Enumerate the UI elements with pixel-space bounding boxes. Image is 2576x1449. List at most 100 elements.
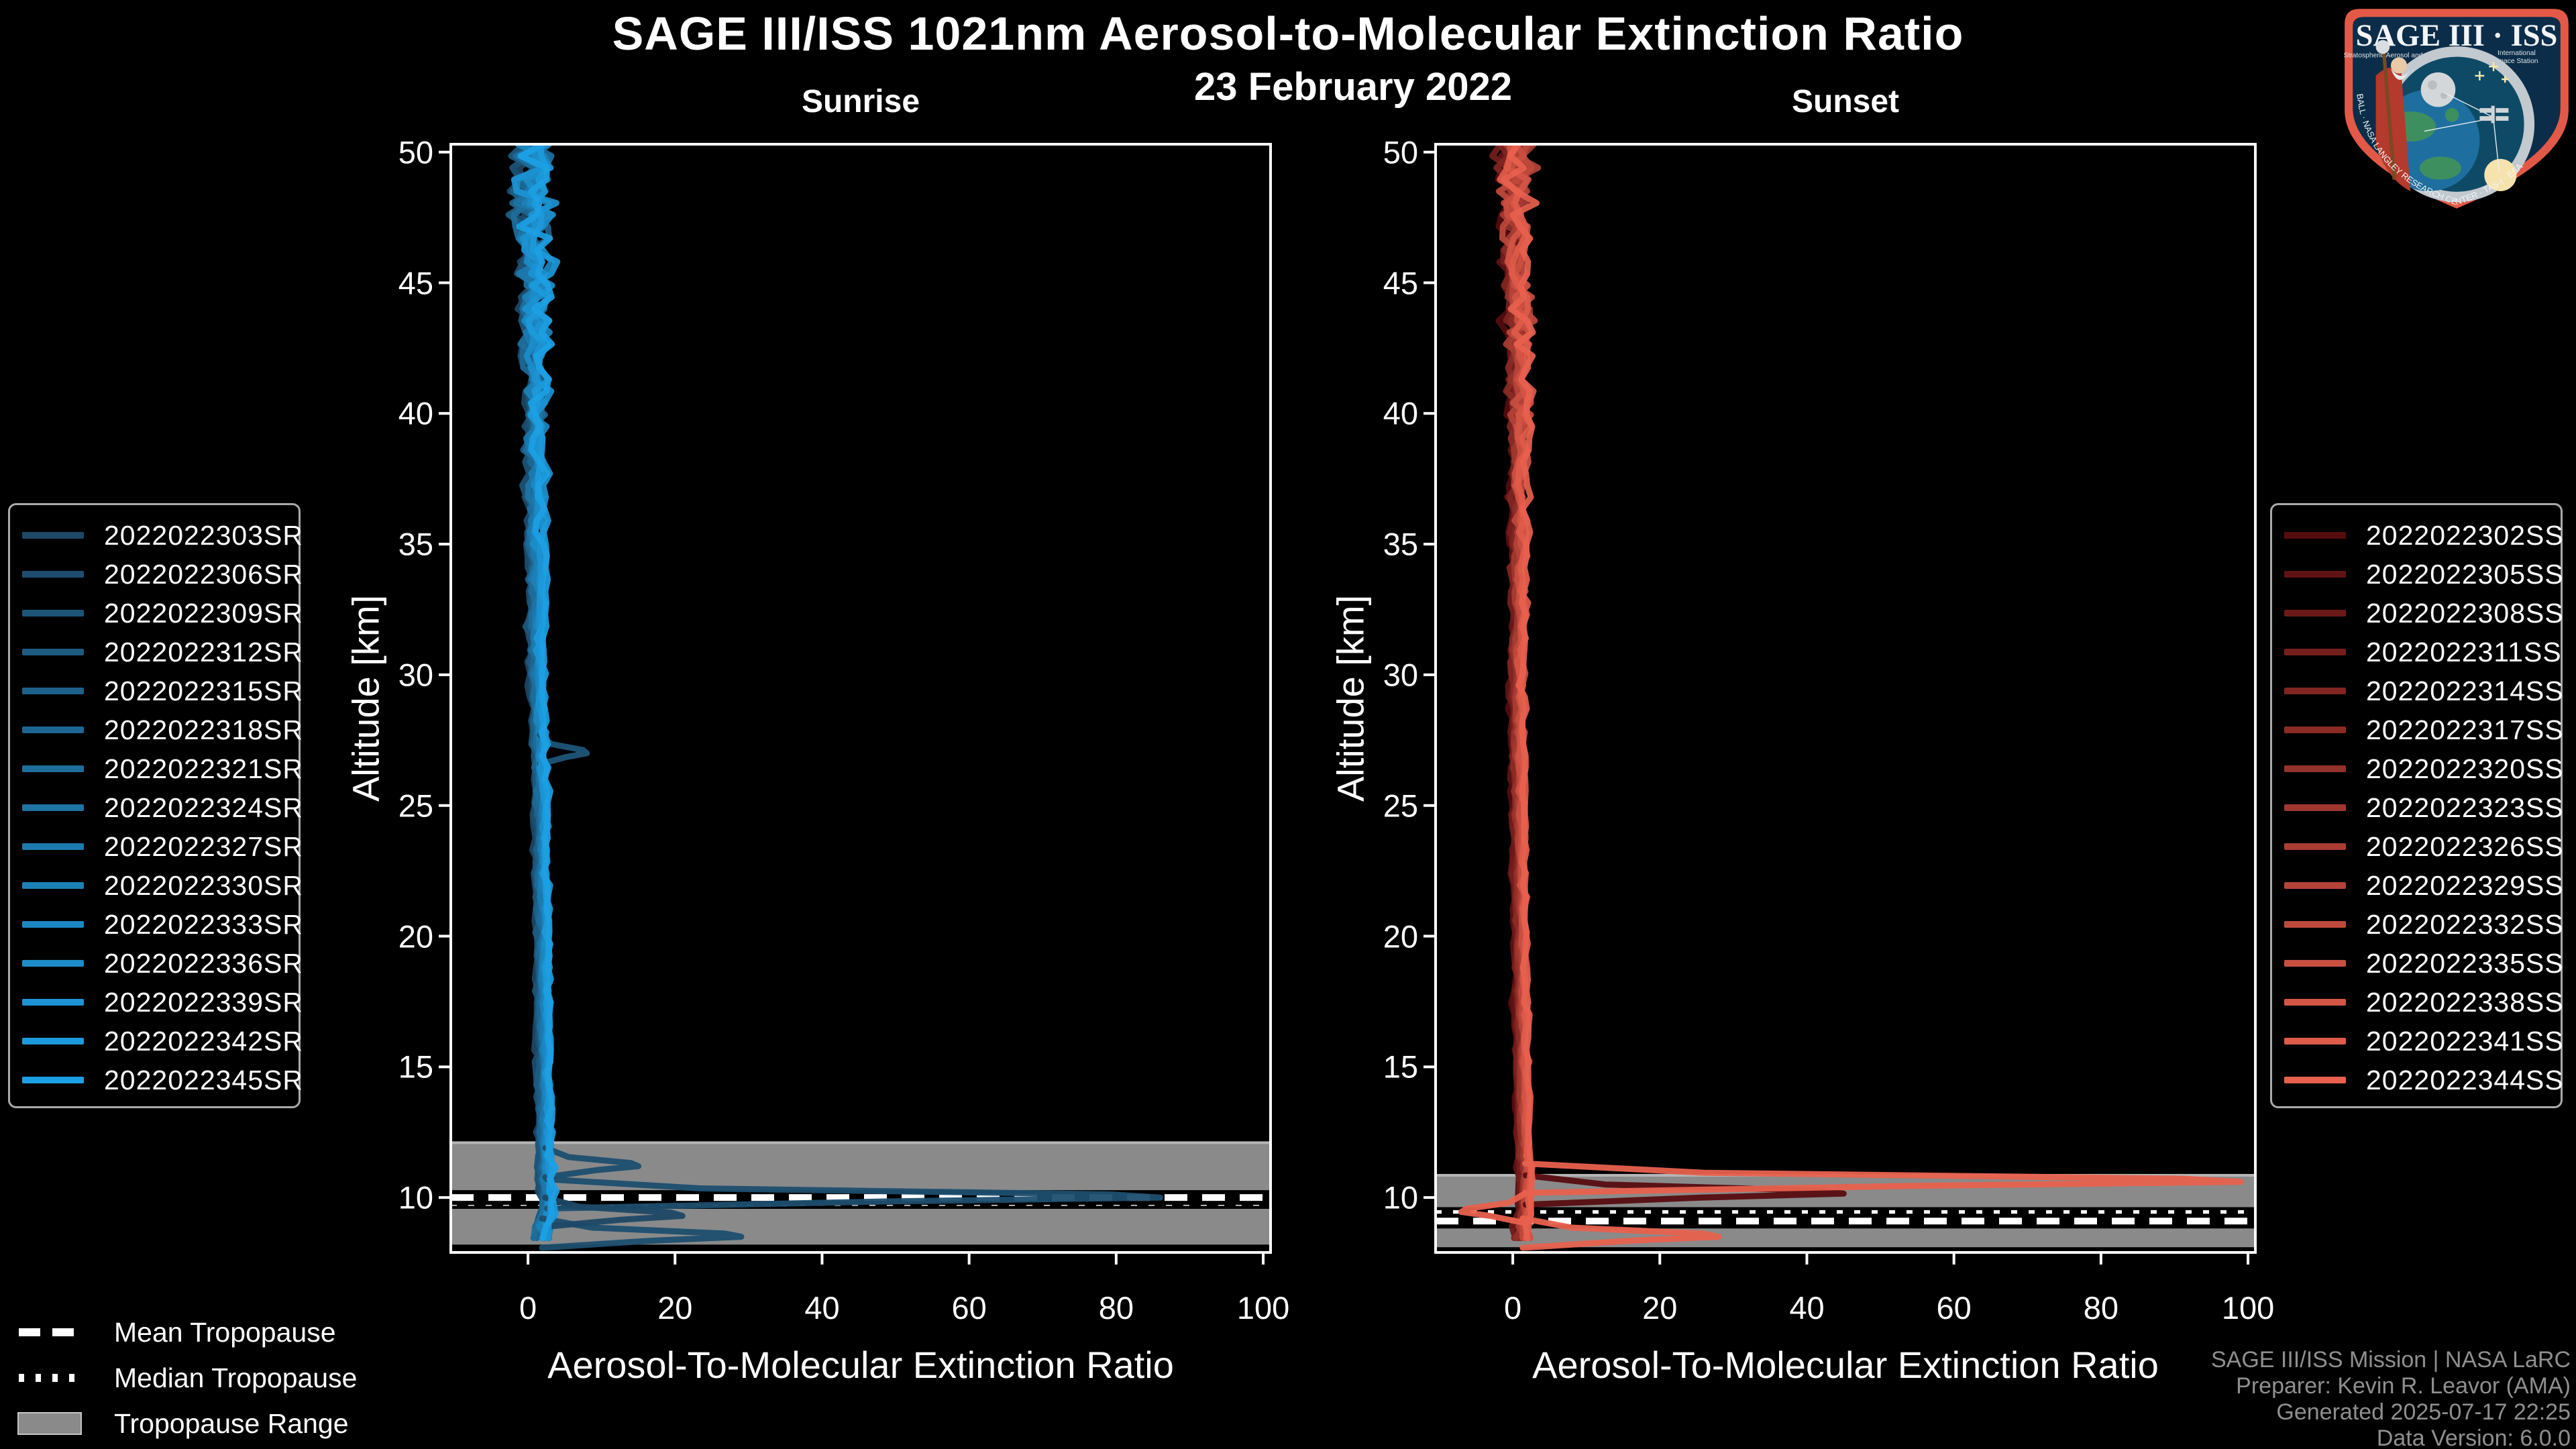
panel-title-sunset: Sunset [1791,84,1900,119]
sunrise-legend: 2022022303SR 2022022306SR 2022022309SR 2022… [8,503,303,1108]
legend-line-swatch [22,882,84,889]
legend-series-label: 2022022312SR [104,636,303,667]
sunset-plot [1424,143,2257,1265]
legend-line-swatch [22,571,84,578]
legend-item: 2022022327SR [22,827,303,866]
legend-line-swatch [22,688,84,694]
legend-series-label: 2022022302SS [2366,519,2564,551]
figure-date: 23 February 2022 [1194,65,1512,109]
footer-mission: SAGE III/ISS Mission | NASA LaRC [2210,1347,2571,1373]
legend-item: 2022022341SS [2284,1022,2564,1061]
sunrise-yaxis-label: Altitude [km] [344,594,387,802]
legend-line-swatch [2284,804,2346,811]
legend-series-label: 2022022311SS [2366,636,2562,667]
footer-attribution: SAGE III/ISS Mission | NASA LaRC Prepare… [2211,1347,2571,1449]
sunset-legend: 2022022302SS 2022022305SS 2022022308SS 2022… [2270,503,2563,1108]
footer-generated: Generated 2025-07-17 22:25 [2276,1399,2571,1426]
legend-line-swatch [2284,532,2346,539]
legend-line-swatch [22,727,84,733]
legend-series-label: 2022022306SR [104,558,303,590]
median-tropopause-label: Median Tropopause [114,1362,358,1393]
logo-stars [2475,62,2509,83]
legend-line-swatch [22,843,84,850]
logo-iss [2479,105,2509,123]
logo-moon [2420,72,2456,107]
legend-series-label: 2022022323SS [2366,792,2564,823]
sunrise-y-tick-label: 50 [398,134,433,170]
tropopause-range-patch-icon [17,1412,85,1435]
legend-line-swatch [2284,999,2346,1006]
sunrise-y-tick-label: 40 [398,395,433,431]
legend-series-label: 2022022314SS [2366,675,2564,706]
logo-subtitle-right1: International [2498,50,2536,57]
legend-line-swatch [22,804,84,811]
sunrise-x-tick-label: 80 [1098,1290,1134,1326]
legend-item: 2022022308SS [2284,594,2563,633]
legend-series-label: 2022022341SS [2366,1025,2564,1057]
sunrise-y-tick-label: 20 [398,918,433,955]
legend-item: 2022022323SS [2284,788,2564,827]
legend-item: 2022022335SS [2284,944,2563,983]
tropopause-range-label: Tropopause Range [114,1407,349,1439]
sunset-y-tick-label: 35 [1383,526,1418,562]
logo-subtitle-left: Stratospheric Aerosol and Gas Experiment… [2343,52,2481,59]
legend-item: 2022022311SS [2284,633,2561,672]
sunset-y-tick-label: 50 [1383,134,1418,170]
logo-father-time [2375,40,2411,191]
legend-item: 2022022315SR [22,672,303,710]
legend-item: 2022022318SR [22,710,303,749]
sunset-x-tick-label: 100 [2221,1290,2275,1326]
sunset-xaxis-label: Aerosol-To-Molecular Extinction Ratio [1532,1344,2159,1386]
legend-item: 2022022344SS [2284,1061,2563,1099]
mean-tropopause-dash-icon [17,1322,85,1342]
legend-line-swatch [22,1038,84,1044]
legend-series-label: 2022022326SS [2366,830,2564,862]
legend-line-swatch [2284,765,2346,772]
sunset-profiles [1458,144,2244,1251]
sunrise-y-tick-label: 30 [398,657,433,693]
legend-series-label: 2022022309SR [104,597,303,629]
legend-item: 2022022306SR [22,555,303,594]
legend-series-label: 2022022317SS [2366,714,2564,745]
sunset-x-tick-label: 20 [1642,1290,1678,1326]
legend-series-label: 2022022315SR [104,675,303,706]
sunrise-y-tick-label: 35 [398,526,433,562]
legend-line-swatch [22,999,84,1006]
mean-tropopause-label: Mean Tropopause [114,1316,336,1348]
legend-series-label: 2022022321SR [104,753,303,784]
legend-series-label: 2022022342SR [104,1025,303,1057]
sunset-y-tick-label: 45 [1383,265,1418,301]
tropopause-legend: Mean Tropopause Median Tropopause Tropop… [17,1309,357,1446]
sunrise-spines [449,143,1272,1254]
sunrise-x-tick-label: 20 [657,1290,693,1326]
legend-line-swatch [2284,571,2346,578]
legend-line-swatch [2284,1077,2346,1083]
sunrise-xaxis-label: Aerosol-To-Molecular Extinction Ratio [547,1344,1174,1386]
legend-line-swatch [22,649,84,655]
sunrise-x-tick-label: 40 [804,1290,840,1326]
sunrise-x-tick-label: 60 [951,1290,987,1326]
legend-item: 2022022333SR [22,905,303,944]
logo-subtitle-right2: Space Station [2495,58,2538,65]
legend-series-label: 2022022339SR [104,986,303,1018]
logo-earth-land2 [2419,156,2461,180]
sunrise-x-tick-label: 0 [519,1290,537,1326]
legend-line-swatch [2284,688,2346,694]
legend-line-swatch [22,532,84,539]
legend-series-label: 2022022305SS [2366,558,2564,590]
legend-series-label: 2022022330SR [104,869,303,901]
legend-line-swatch [2284,843,2346,850]
legend-item: 2022022336SR [22,944,303,983]
legend-line-swatch [22,610,84,616]
sunset-y-tick-label: 15 [1383,1049,1418,1085]
legend-item: 2022022309SR [22,594,303,633]
figure-title: SAGE III/ISS 1021nm Aerosol-to-Molecular… [612,7,1964,60]
legend-series-label: 2022022336SR [104,947,303,979]
logo-moon-crater [2428,80,2437,90]
legend-line-swatch [2284,960,2346,967]
sunset-x-tick-label: 40 [1789,1290,1825,1326]
legend-item: 2022022312SR [22,633,303,672]
legend-series-label: 2022022345SR [104,1064,303,1095]
sunset-x-tick-label: 80 [2083,1290,2118,1326]
